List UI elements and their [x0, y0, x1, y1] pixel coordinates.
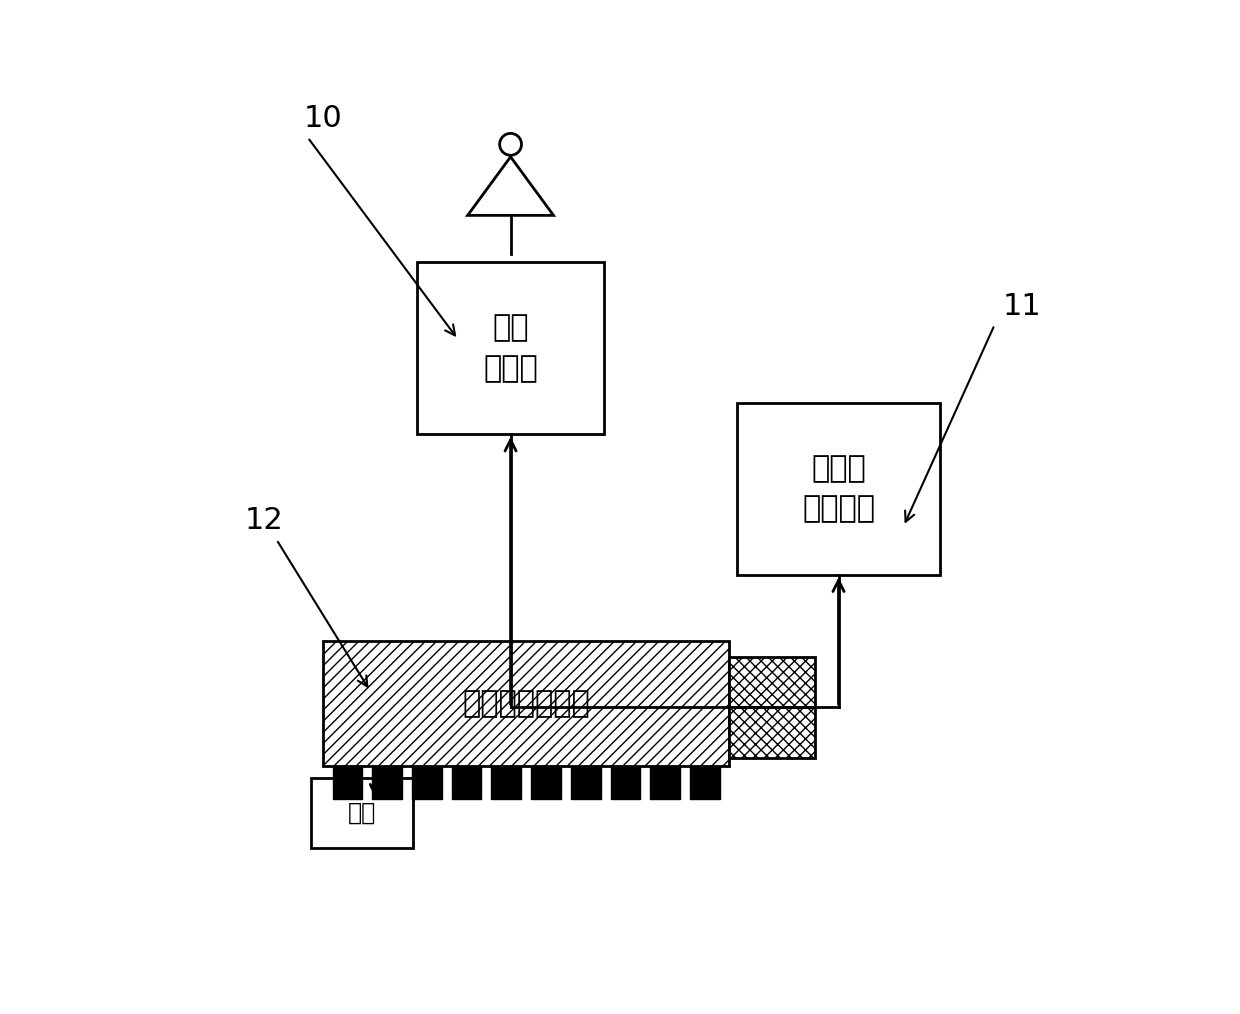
- Bar: [691, 766, 720, 799]
- Bar: [651, 766, 680, 799]
- Bar: [570, 766, 600, 799]
- Text: 10: 10: [304, 104, 342, 134]
- Bar: [610, 766, 640, 799]
- Bar: [311, 778, 413, 848]
- Bar: [412, 766, 441, 799]
- Bar: [491, 766, 521, 799]
- Bar: [737, 403, 940, 575]
- Bar: [417, 263, 604, 434]
- Bar: [372, 766, 402, 799]
- Text: 电源: 电源: [348, 801, 377, 824]
- Text: 同步分时复用器: 同步分时复用器: [463, 689, 590, 718]
- Text: 无线
发送器: 无线 发送器: [484, 313, 538, 383]
- Bar: [729, 656, 815, 758]
- Bar: [451, 766, 481, 799]
- Text: 电位值
采集模块: 电位值 采集模块: [802, 454, 875, 523]
- Bar: [531, 766, 560, 799]
- Bar: [324, 641, 729, 766]
- Bar: [332, 766, 362, 799]
- Text: 11: 11: [1002, 292, 1042, 320]
- Text: 12: 12: [246, 507, 284, 535]
